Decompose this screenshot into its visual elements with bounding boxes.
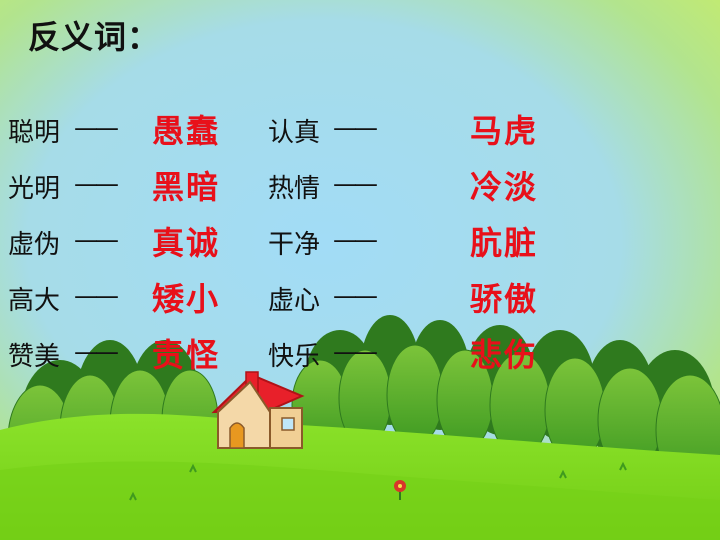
antonym-label: 马虎 — [470, 112, 539, 150]
antonym-label: 真诚 — [152, 224, 221, 262]
dash-separator: —— — [333, 170, 378, 198]
antonym-label: 责怪 — [152, 336, 221, 374]
antonym-label: 愚蠢 — [152, 112, 221, 150]
word-label: 热情 — [268, 174, 321, 204]
dash-separator: —— — [333, 338, 378, 366]
dash-separator: —— — [74, 226, 119, 254]
antonym-label: 矮小 — [152, 280, 221, 318]
word-label: 快乐 — [268, 342, 321, 372]
flower-icon — [394, 480, 406, 500]
word-label: 光明 — [8, 174, 61, 204]
word-label: 赞美 — [8, 342, 61, 372]
word-label: 干净 — [268, 230, 321, 260]
antonym-label: 骄傲 — [470, 280, 539, 318]
antonym-label: 肮脏 — [470, 224, 539, 262]
dash-separator: —— — [74, 114, 119, 142]
dash-separator: —— — [333, 282, 378, 310]
dash-separator: —— — [74, 338, 119, 366]
word-label: 高大 — [8, 286, 61, 316]
word-label: 聪明 — [8, 118, 61, 148]
dash-separator: —— — [333, 114, 378, 142]
page-title: 反义词： — [28, 18, 161, 56]
antonym-label: 黑暗 — [152, 168, 221, 206]
dash-separator: —— — [333, 226, 378, 254]
antonym-label: 悲伤 — [470, 336, 539, 374]
antonym-label: 冷淡 — [470, 168, 539, 206]
grass-sprouts — [129, 461, 627, 501]
dash-separator: —— — [74, 282, 119, 310]
word-label: 虚伪 — [8, 230, 61, 260]
word-label: 认真 — [268, 118, 321, 148]
house-icon — [211, 371, 305, 449]
word-label: 虚心 — [268, 286, 321, 316]
dash-separator: —— — [74, 170, 119, 198]
